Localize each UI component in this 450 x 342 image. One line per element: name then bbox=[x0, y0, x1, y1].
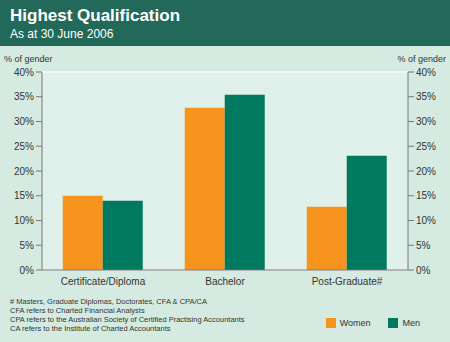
html-text:Men: Men bbox=[402, 318, 420, 328]
svg-text:Post-Graduate#: Post-Graduate# bbox=[312, 276, 383, 287]
html-text:% of gender: % of gender bbox=[4, 54, 53, 64]
svg-text:20%: 20% bbox=[14, 166, 34, 177]
html-text:CPA refers to the Australian S: CPA refers to the Australian Society of … bbox=[10, 315, 245, 324]
svg-text:15%: 15% bbox=[14, 190, 34, 201]
svg-text:Certificate/Diploma: Certificate/Diploma bbox=[61, 276, 146, 287]
svg-text:40%: 40% bbox=[416, 67, 436, 78]
svg-text:5%: 5% bbox=[20, 240, 35, 251]
svg-text:0%: 0% bbox=[20, 265, 35, 276]
html-text:# Masters, Graduate Diplomas,: # Masters, Graduate Diplomas, Doctorates… bbox=[10, 297, 207, 306]
svg-text:35%: 35% bbox=[14, 91, 34, 102]
svg-text:40%: 40% bbox=[14, 67, 34, 78]
svg-text:5%: 5% bbox=[416, 240, 431, 251]
svg-text:10%: 10% bbox=[416, 215, 436, 226]
html-text:Women: Women bbox=[339, 318, 371, 328]
svg-text:30%: 30% bbox=[14, 116, 34, 127]
html-text:% of gender: % of gender bbox=[397, 54, 446, 64]
svg-text:15%: 15% bbox=[416, 190, 436, 201]
svg-text:0%: 0% bbox=[416, 265, 431, 276]
svg-text:Bachelor: Bachelor bbox=[205, 276, 245, 287]
svg-text:10%: 10% bbox=[14, 215, 34, 226]
html-text:Highest Qualification: Highest Qualification bbox=[10, 6, 180, 25]
html-text:CFA refers to Charted Financia: CFA refers to Charted Financial Analysts bbox=[10, 306, 145, 315]
svg-text:30%: 30% bbox=[416, 116, 436, 127]
svg-text:25%: 25% bbox=[14, 141, 34, 152]
svg-text:20%: 20% bbox=[416, 166, 436, 177]
html-text:CA refers to the Institute of: CA refers to the Institute of Charted Ac… bbox=[10, 324, 171, 333]
svg-text:35%: 35% bbox=[416, 91, 436, 102]
html-text:As at 30 June 2006: As at 30 June 2006 bbox=[10, 27, 114, 41]
svg-text:25%: 25% bbox=[416, 141, 436, 152]
